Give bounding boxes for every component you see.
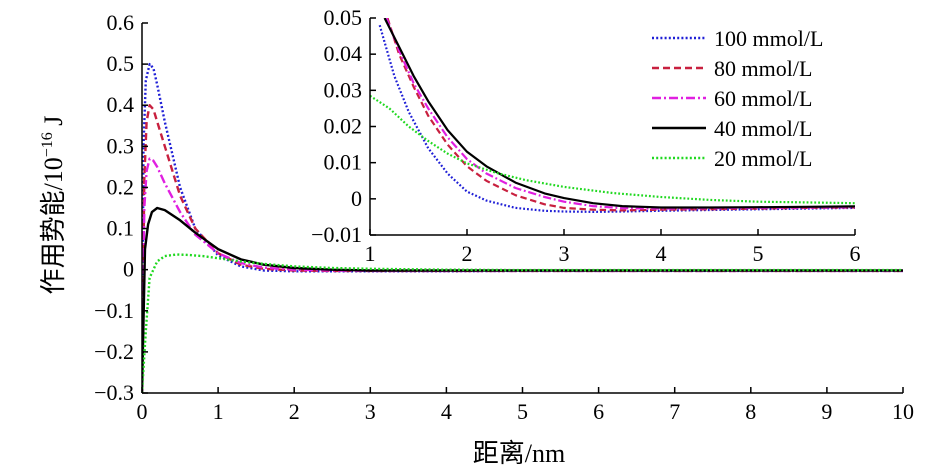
x-tick-label: 0 — [137, 399, 148, 424]
x-tick-label: 8 — [745, 399, 756, 424]
y-tick-label: −0.01 — [311, 222, 362, 247]
y-tick-label: 0.2 — [107, 174, 135, 199]
x-tick-label: 3 — [559, 241, 570, 266]
plot-background — [370, 18, 855, 235]
series-line-1 — [142, 103, 903, 393]
y-tick-label: 0.05 — [324, 5, 363, 30]
inset-plot: −0.01 0 0.01 0.02 0.03 0.04 0.05 1 2 3 4 5 6 — [311, 5, 860, 266]
legend-label-3: 40 mmol/L — [714, 116, 812, 141]
y-tick-label: 0 — [351, 186, 362, 211]
legend-label-2: 60 mmol/L — [714, 86, 812, 111]
x-tick-label: 6 — [593, 399, 604, 424]
y-tick-label: 0.6 — [107, 10, 135, 35]
y-tick-label: 0.3 — [107, 133, 135, 158]
y-axis-label-exponent: −16 — [39, 132, 56, 157]
x-tick-label: 1 — [365, 241, 376, 266]
y-tick-label: 0 — [123, 257, 134, 282]
x-tick-label: 7 — [669, 399, 680, 424]
y-tick-label: 0.5 — [107, 51, 135, 76]
y-tick-label: 0.1 — [107, 216, 135, 241]
legend-label-0: 100 mmol/L — [714, 26, 823, 51]
legend: 100 mmol/L 80 mmol/L 60 mmol/L 40 mmol/L 20 … — [652, 26, 823, 171]
y-tick-label: 0.01 — [324, 150, 363, 175]
x-tick-label: 4 — [441, 399, 452, 424]
series-line-4 — [370, 94, 855, 205]
y-tick-label: 0.04 — [324, 41, 363, 66]
y-tick-label: −0.3 — [94, 380, 134, 405]
y-tick-label: −0.2 — [94, 339, 134, 364]
y-tick-label: 0.4 — [107, 92, 135, 117]
x-tick-label: 5 — [753, 241, 764, 266]
y-axis-label: 作用势能/10−16 J — [39, 116, 68, 295]
series-line-2 — [142, 157, 903, 393]
main-plot: −0.3 −0.2 −0.1 0 0.1 0.2 0.3 0.4 0.5 0.6 0 1 2 3 4 5 6 7 8… — [94, 10, 914, 424]
y-axis-label-text: 作用势能/10 — [39, 157, 68, 294]
y-tick-label: 0.03 — [324, 77, 363, 102]
series-line-3 — [383, 18, 855, 209]
x-tick-label: 2 — [462, 241, 473, 266]
y-tick-label: −0.1 — [94, 298, 134, 323]
y-tick-label: 0.02 — [324, 114, 363, 139]
x-tick-label: 6 — [850, 241, 861, 266]
series-line-4 — [142, 253, 903, 393]
x-tick-label: 5 — [517, 399, 528, 424]
y-axis-label-unit: J — [39, 116, 68, 133]
x-tick-label: 10 — [892, 399, 914, 424]
x-tick-label: 1 — [213, 399, 224, 424]
legend-label-4: 20 mmol/L — [714, 146, 812, 171]
x-axis-label: 距离/nm — [473, 439, 565, 468]
x-tick-label: 3 — [365, 399, 376, 424]
legend-label-1: 80 mmol/L — [714, 56, 812, 81]
x-tick-label: 4 — [656, 241, 667, 266]
x-tick-label: 2 — [289, 399, 300, 424]
x-tick-label: 9 — [821, 399, 832, 424]
